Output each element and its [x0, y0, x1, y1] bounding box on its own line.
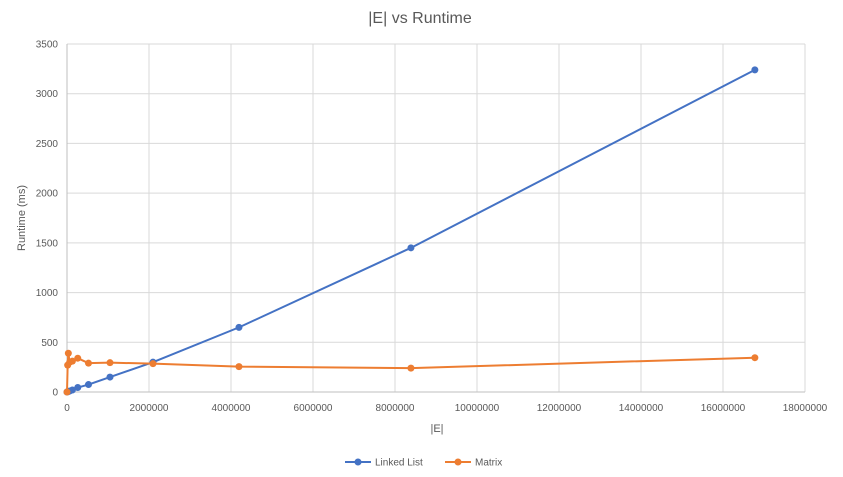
legend-item: Linked List: [345, 458, 423, 469]
data-point: [68, 386, 76, 394]
data-point: [74, 384, 82, 392]
x-tick-label: 14000000: [619, 403, 664, 414]
data-point: [407, 364, 415, 372]
x-axis-label: |E|: [430, 423, 443, 435]
data-point: [64, 349, 72, 357]
data-point: [751, 354, 759, 362]
data-point: [84, 381, 92, 389]
legend: Linked List Matrix: [345, 458, 502, 469]
x-tick-label: 16000000: [701, 403, 746, 414]
data-point: [407, 244, 415, 252]
x-tick-label: 4000000: [212, 403, 251, 414]
gridlines: [67, 43, 806, 392]
series-matrix: [63, 349, 759, 396]
x-tick-labels: 0 2000000 4000000 6000000 8000000 10000000 120…: [64, 403, 827, 414]
x-tick-label: 12000000: [537, 403, 582, 414]
x-tick-label: 0: [64, 403, 70, 414]
data-point: [106, 373, 114, 381]
y-tick-label: 1000: [36, 288, 59, 299]
legend-label: Matrix: [475, 458, 502, 469]
y-tick-labels: 0 500 1000 1500 2000 2500 3000 3500: [36, 40, 59, 399]
x-tick-label: 8000000: [376, 403, 415, 414]
data-point: [751, 66, 759, 74]
y-tick-label: 2500: [36, 139, 59, 150]
legend-marker: [454, 458, 462, 466]
chart-title: |E| vs Runtime: [368, 10, 472, 27]
y-tick-label: 2000: [36, 189, 59, 200]
series-line: [66, 352, 755, 393]
y-tick-label: 1500: [36, 238, 59, 249]
series-linked-list: [63, 66, 759, 396]
x-tick-label: 2000000: [130, 403, 169, 414]
data-point: [63, 388, 71, 396]
axes: [66, 44, 805, 393]
x-tick-label: 18000000: [783, 403, 828, 414]
data-point: [149, 360, 157, 368]
y-tick-label: 3500: [36, 40, 59, 51]
data-point: [235, 363, 243, 371]
data-point: [74, 354, 82, 362]
series: [63, 66, 759, 396]
y-tick-label: 500: [41, 338, 58, 349]
y-axis-label: Runtime (ms): [16, 185, 28, 251]
x-tick-label: 10000000: [455, 403, 500, 414]
y-tick-label: 0: [52, 388, 58, 399]
legend-item: Matrix: [445, 458, 502, 469]
data-point: [68, 357, 76, 365]
legend-marker: [354, 458, 362, 466]
y-tick-label: 3000: [36, 89, 59, 100]
x-tick-label: 6000000: [294, 403, 333, 414]
legend-label: Linked List: [375, 458, 423, 469]
series-line: [66, 68, 756, 393]
data-point: [84, 359, 92, 367]
data-point: [235, 323, 243, 331]
data-point: [106, 359, 114, 367]
